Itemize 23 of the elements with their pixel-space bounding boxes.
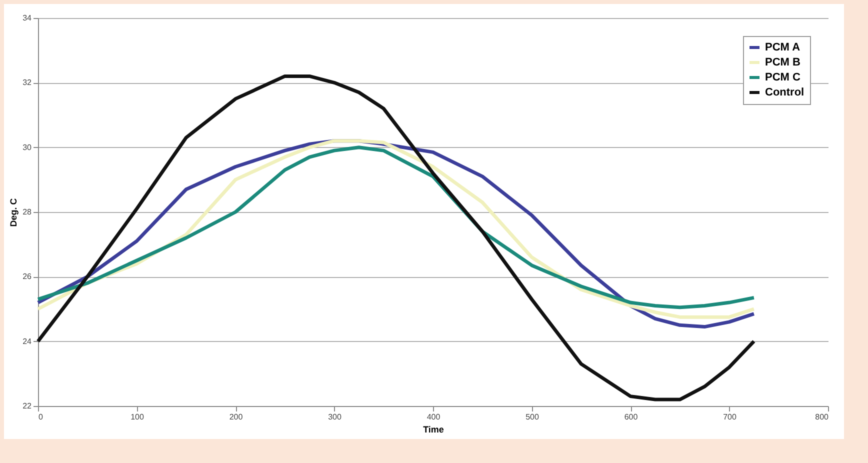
x-tick-label: 500 xyxy=(526,412,540,422)
x-tick-label: 0 xyxy=(38,412,44,422)
y-tick-label: 22 xyxy=(22,402,32,410)
x-tick-label: 400 xyxy=(426,412,441,422)
x-tick-label: 300 xyxy=(328,412,342,422)
legend-label: Control xyxy=(765,86,804,98)
legend-label: PCM B xyxy=(765,56,800,68)
x-tick-label: 100 xyxy=(130,412,144,422)
x-tick-label: 200 xyxy=(229,412,244,422)
x-tick-label: 800 xyxy=(815,412,830,422)
y-axis-title: Deg. C xyxy=(8,198,19,227)
y-tick-label: 28 xyxy=(22,208,32,216)
y-tick-label: 26 xyxy=(22,272,32,282)
line-series xyxy=(36,74,756,402)
legend-label: PCM C xyxy=(765,72,800,84)
y-tick-label: 32 xyxy=(22,78,32,88)
x-tick-label: 600 xyxy=(624,412,638,422)
x-tick-label: 700 xyxy=(723,412,737,422)
x-axis-title: Time xyxy=(423,424,444,434)
y-tick-label: 30 xyxy=(22,142,32,152)
y-tick-label: 24 xyxy=(22,336,32,346)
y-tick-label: 34 xyxy=(22,14,32,22)
legend-label: PCM A xyxy=(765,42,800,54)
